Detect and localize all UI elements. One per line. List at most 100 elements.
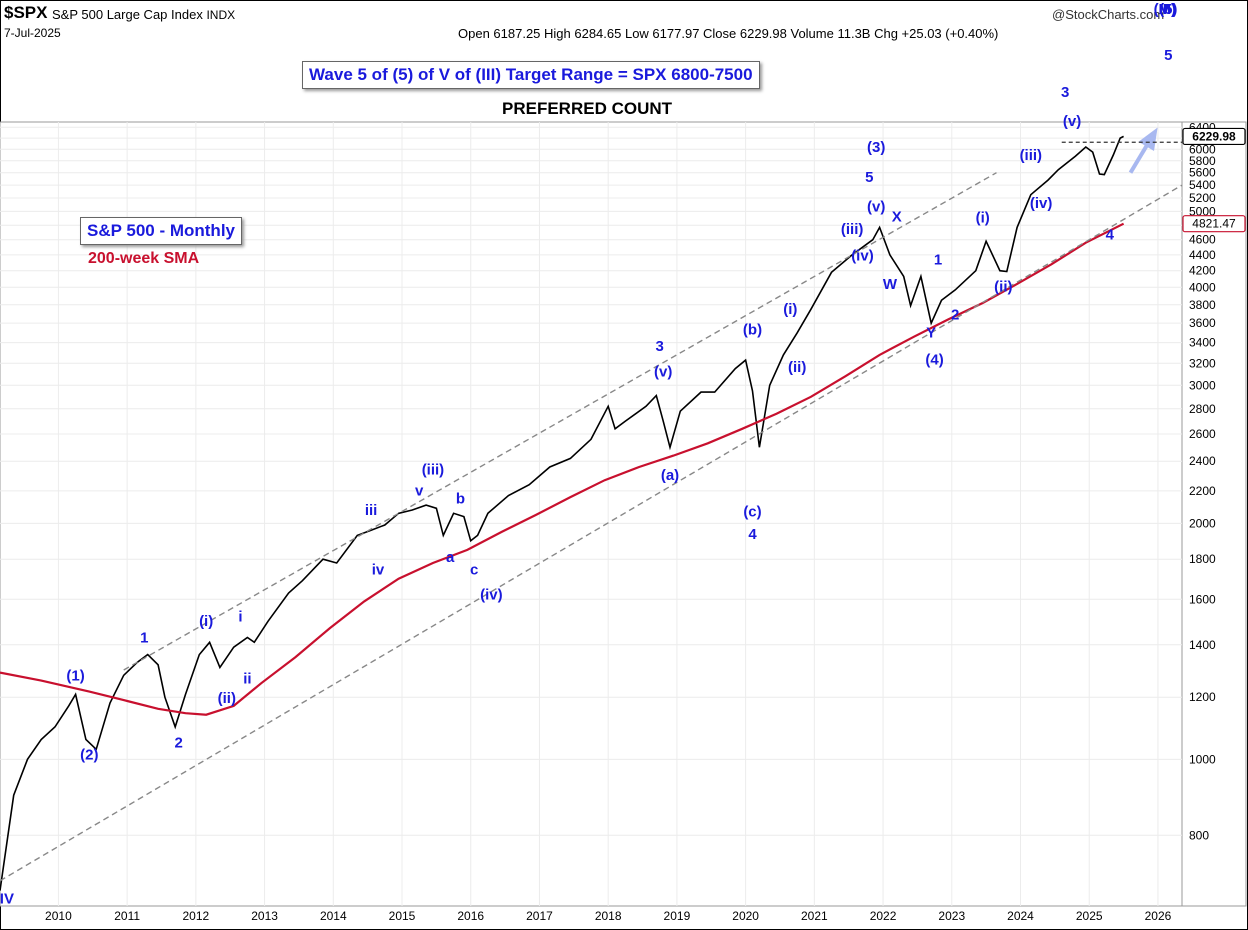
index-name-text: S&P 500 Large Cap Index xyxy=(52,7,203,22)
wave-label: c xyxy=(470,562,478,579)
y-tick-label: 4600 xyxy=(1189,233,1216,247)
wave-label: (III) xyxy=(1154,1,1177,18)
index-name: S&P 500 Large Cap Index INDX xyxy=(52,7,235,22)
y-tick-label: 3000 xyxy=(1189,378,1216,392)
y-tick-label: 6000 xyxy=(1189,142,1216,156)
legend-sma: 200-week SMA xyxy=(88,250,200,267)
y-tick-label: 5600 xyxy=(1189,166,1216,180)
wave-label: 4 xyxy=(748,526,757,543)
wave-label: (2) xyxy=(80,746,98,763)
y-tick-label: 2200 xyxy=(1189,484,1216,498)
wave-label: (ii) xyxy=(994,279,1012,296)
x-tick-label: 2022 xyxy=(870,909,897,923)
y-tick-label: 1600 xyxy=(1189,592,1216,606)
y-tick-label: 2000 xyxy=(1189,516,1216,530)
wave-label: (c) xyxy=(743,504,761,521)
x-tick-label: 2024 xyxy=(1007,909,1034,923)
price-label: 6229.98 xyxy=(1192,129,1236,143)
wave-label: (1) xyxy=(66,668,84,685)
channel-line xyxy=(123,172,997,671)
x-tick-label: 2019 xyxy=(664,909,691,923)
x-tick-label: 2021 xyxy=(801,909,828,923)
x-tick-label: 2016 xyxy=(457,909,484,923)
y-tick-label: 5400 xyxy=(1189,178,1216,192)
x-tick-label: 2013 xyxy=(251,909,278,923)
channel-line xyxy=(0,184,1183,882)
y-tick-label: 5000 xyxy=(1189,204,1216,218)
y-tick-label: 2400 xyxy=(1189,454,1216,468)
y-tick-label: 4400 xyxy=(1189,248,1216,262)
wave-label: (iv) xyxy=(1030,195,1053,212)
wave-label: i xyxy=(238,608,242,625)
plot-area xyxy=(0,121,1183,907)
y-tick-label: 1800 xyxy=(1189,552,1216,566)
x-tick-label: 2018 xyxy=(595,909,622,923)
wave-label: W xyxy=(883,276,898,293)
y-tick-label: 3800 xyxy=(1189,298,1216,312)
x-tick-label: 2010 xyxy=(45,909,72,923)
wave-label: 1 xyxy=(140,629,148,646)
wave-label: (iii) xyxy=(422,461,445,478)
wave-label: IV xyxy=(0,890,14,907)
y-axis-area xyxy=(1181,121,1247,907)
price-label: 4821.47 xyxy=(1192,217,1236,231)
price-line xyxy=(0,135,1124,891)
wave-label: b xyxy=(456,490,465,507)
wave-label: 5 xyxy=(865,169,873,186)
wave-label: (iii) xyxy=(1020,147,1043,164)
y-tick-label: 1400 xyxy=(1189,638,1216,652)
y-tick-label: 3200 xyxy=(1189,356,1216,370)
price-label-box xyxy=(1182,215,1246,233)
wave-label: 1 xyxy=(934,251,942,268)
y-tick-label: 3400 xyxy=(1189,336,1216,350)
x-tick-label: 2012 xyxy=(183,909,210,923)
stockcharts-credit: @StockCharts.com xyxy=(1052,7,1165,22)
x-tick-label: 2014 xyxy=(320,909,347,923)
y-tick-label: 5200 xyxy=(1189,191,1216,205)
x-tick-label: 2020 xyxy=(732,909,759,923)
wave-label: iii xyxy=(365,502,378,519)
wave-label: (iv) xyxy=(851,247,874,264)
wave-label: (v) xyxy=(654,363,672,380)
wave-label: V xyxy=(1160,1,1170,18)
wave-label: 3 xyxy=(656,338,664,355)
wave-label: 3 xyxy=(1061,84,1069,101)
wave-label: (ii) xyxy=(788,359,806,376)
wave-label: 2 xyxy=(951,306,959,323)
wave-label: (5) xyxy=(1159,1,1177,18)
wave-label: (i) xyxy=(199,613,213,630)
x-tick-label: 2026 xyxy=(1145,909,1172,923)
wave-label: (4) xyxy=(925,351,943,368)
y-tick-label: 1000 xyxy=(1189,752,1216,766)
wave-label: (a) xyxy=(661,467,679,484)
wave-label: (i) xyxy=(783,301,797,318)
wave-label: v xyxy=(415,483,424,500)
wave-label: 4 xyxy=(1106,227,1115,244)
wave-label: (ii) xyxy=(218,690,236,707)
y-tick-label: 4200 xyxy=(1189,264,1216,278)
wave-label: (iv) xyxy=(480,586,503,603)
exchange-label: INDX xyxy=(206,8,236,22)
wave-label: (v) xyxy=(1063,113,1081,130)
wave-label: 2 xyxy=(175,735,183,752)
preferred-count-title: PREFERRED COUNT xyxy=(502,99,673,118)
sma-line xyxy=(0,222,1125,716)
y-tick-label: 5800 xyxy=(1189,154,1216,168)
wave-label: ii xyxy=(243,670,251,687)
wave-label: (iii) xyxy=(841,221,864,238)
wave-label: (i) xyxy=(976,209,990,226)
price-label-box xyxy=(1182,127,1246,146)
wave-label: 5 xyxy=(1164,47,1172,64)
wave-label: (v) xyxy=(867,198,885,215)
wave-label: (3) xyxy=(867,139,885,156)
y-tick-label: 800 xyxy=(1189,828,1209,842)
x-tick-label: 2011 xyxy=(114,909,140,923)
y-tick-label: 2800 xyxy=(1189,402,1216,416)
x-tick-label: 2023 xyxy=(938,909,965,923)
wave-label: (b) xyxy=(743,322,762,339)
y-tick-label: 4000 xyxy=(1189,280,1216,294)
y-tick-label: 3600 xyxy=(1189,316,1216,330)
ohlc-readout: Open 6187.25 High 6284.65 Low 6177.97 Cl… xyxy=(458,26,999,41)
x-tick-label: 2025 xyxy=(1076,909,1103,923)
